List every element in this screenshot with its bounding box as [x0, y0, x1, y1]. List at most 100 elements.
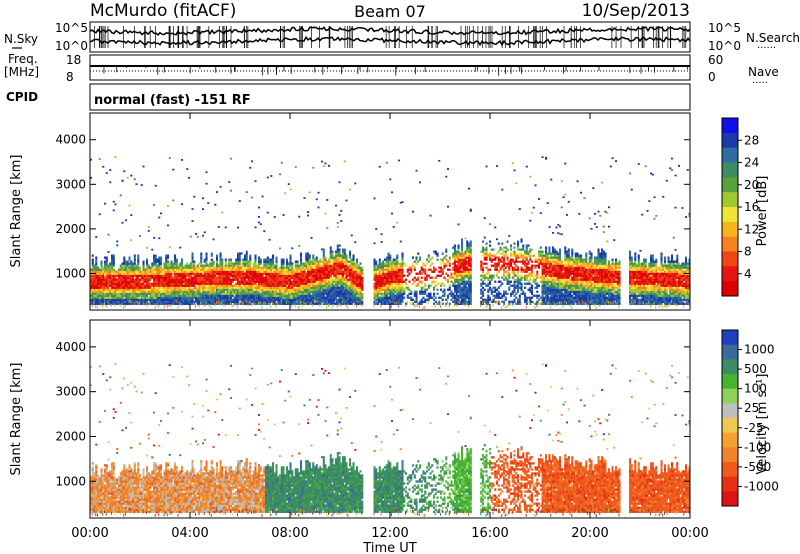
- power-cell: [161, 268, 164, 271]
- power-cell: [275, 272, 278, 275]
- power-cell: [324, 266, 327, 269]
- power-cell: [261, 278, 264, 281]
- power-cell: [335, 302, 338, 305]
- power-cell: [300, 282, 303, 285]
- power-cell: [301, 274, 304, 277]
- power-cell: [140, 302, 143, 305]
- power-cell: [268, 298, 271, 301]
- power-cell: [170, 284, 173, 287]
- power-cell: [322, 276, 325, 279]
- power-cell: [93, 298, 96, 301]
- power-cell: [356, 296, 359, 299]
- power-cell: [296, 290, 299, 293]
- power-cell: [347, 280, 350, 283]
- power-cell: [445, 262, 448, 265]
- power-cell: [119, 282, 122, 285]
- power-cell: [126, 266, 129, 269]
- power-cell: [219, 300, 222, 303]
- power-cell: [434, 252, 437, 255]
- power-cell: [245, 272, 248, 275]
- power-cell: [130, 270, 133, 273]
- power-cell: [329, 254, 332, 257]
- power-cell: [104, 270, 107, 273]
- power-cell: [272, 286, 275, 289]
- power-cell: [270, 274, 273, 277]
- power-cell: [228, 280, 231, 283]
- power-cell: [350, 260, 353, 263]
- power-cell: [338, 294, 341, 297]
- power-cell: [482, 298, 485, 301]
- power-cell: [100, 280, 103, 283]
- power-cell: [175, 284, 178, 287]
- power-cell: [326, 290, 329, 293]
- power-cell: [489, 282, 492, 285]
- cpid-label: CPID: [6, 90, 38, 104]
- power-cell: [149, 266, 152, 269]
- power-cell: [238, 266, 241, 269]
- power-cell: [445, 302, 448, 305]
- power-cell: [317, 290, 320, 293]
- power-cell: [245, 276, 248, 279]
- power-cell: [490, 278, 493, 281]
- power-cell: [207, 202, 210, 204]
- power-cell: [396, 298, 399, 301]
- power-cell: [95, 274, 98, 277]
- power-cell: [114, 203, 117, 206]
- power-cell: [261, 282, 264, 285]
- power-cell: [328, 294, 331, 297]
- power-cell: [177, 305, 179, 309]
- power-cell: [293, 284, 296, 287]
- power-cell: [119, 264, 122, 267]
- power-cell: [119, 303, 121, 307]
- power-cell: [338, 272, 341, 275]
- power-cell: [181, 294, 184, 297]
- power-cell: [259, 258, 262, 261]
- power-cell: [186, 274, 189, 277]
- power-cell: [123, 274, 126, 277]
- power-cell: [228, 260, 231, 263]
- power-cell: [158, 280, 161, 283]
- power-cell: [177, 276, 180, 279]
- power-cell: [464, 288, 467, 291]
- power-cell: [333, 280, 336, 283]
- power-cell: [174, 296, 177, 299]
- power-cell: [112, 282, 115, 285]
- power-cell: [454, 290, 457, 293]
- power-cell: [230, 284, 233, 287]
- power-cell: [210, 274, 213, 277]
- power-cell: [333, 298, 336, 301]
- power-cell: [195, 288, 198, 291]
- power-cell: [233, 302, 236, 305]
- power-cell: [210, 264, 213, 267]
- power-cell: [314, 264, 317, 267]
- power-cell: [441, 252, 444, 255]
- power-cell: [265, 262, 268, 265]
- power-cell: [154, 270, 157, 273]
- power-cell: [315, 268, 318, 271]
- power-cell: [315, 282, 318, 285]
- power-cell: [237, 288, 240, 291]
- power-cell: [328, 264, 331, 267]
- power-cell: [217, 290, 220, 293]
- power-cell: [375, 278, 378, 281]
- power-cell: [307, 282, 310, 285]
- power-cell: [361, 286, 364, 289]
- power-cell: [140, 282, 143, 285]
- power-cell: [93, 274, 96, 277]
- power-cell: [217, 294, 220, 297]
- power-cell: [312, 286, 315, 289]
- power-cell: [280, 161, 283, 164]
- power-cell: [251, 282, 254, 285]
- power-cell: [93, 270, 96, 273]
- power-cell: [200, 300, 203, 303]
- power-cell: [450, 272, 453, 275]
- power-cell: [181, 300, 184, 303]
- power-cell: [130, 298, 133, 301]
- power-cell: [307, 302, 310, 305]
- power-cell: [296, 280, 299, 283]
- power-cell: [468, 258, 471, 261]
- power-cell: [382, 282, 385, 285]
- power-cell: [399, 288, 402, 291]
- power-cell: [251, 284, 254, 287]
- power-cell: [151, 302, 154, 305]
